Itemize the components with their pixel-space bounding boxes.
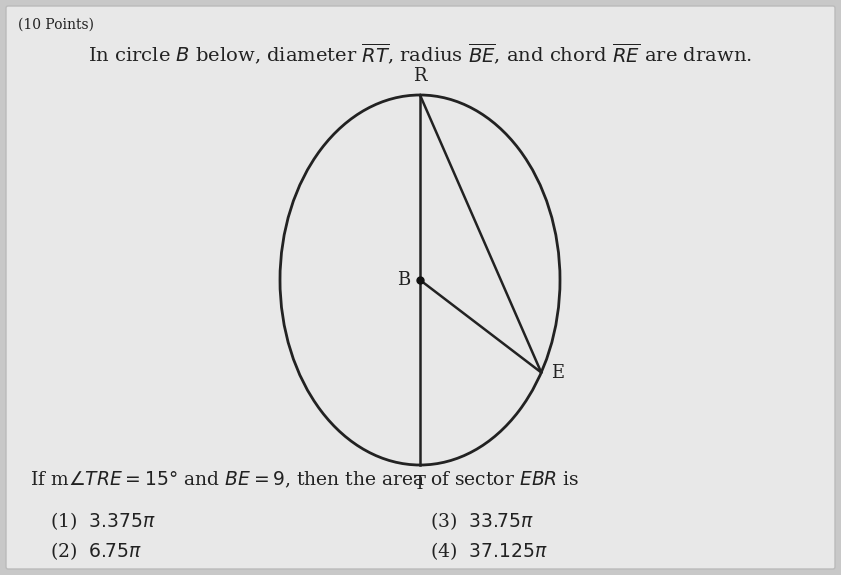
Text: (1)  $3.375\pi$: (1) $3.375\pi$ [50, 510, 156, 532]
Text: B: B [397, 271, 410, 289]
Text: E: E [551, 363, 564, 381]
Text: (3)  $33.75\pi$: (3) $33.75\pi$ [430, 510, 534, 532]
FancyBboxPatch shape [6, 6, 835, 569]
Text: (10 Points): (10 Points) [18, 18, 94, 32]
Text: If m$\angle TRE = 15°$ and $BE = 9$, then the area of sector $EBR$ is: If m$\angle TRE = 15°$ and $BE = 9$, the… [30, 470, 579, 490]
Text: (4)  $37.125\pi$: (4) $37.125\pi$ [430, 540, 547, 562]
Text: (2)  $6.75\pi$: (2) $6.75\pi$ [50, 540, 142, 562]
Text: In circle $B$ below, diameter $\overline{RT}$, radius $\overline{BE}$, and chord: In circle $B$ below, diameter $\overline… [88, 42, 752, 67]
Text: R: R [413, 67, 426, 85]
Text: T: T [414, 475, 426, 493]
